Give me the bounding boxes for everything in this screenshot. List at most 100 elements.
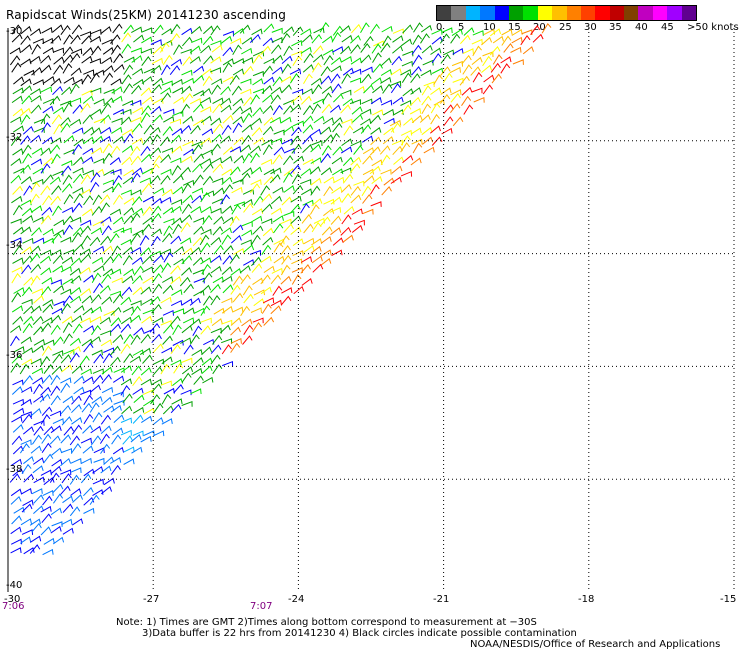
wind-barb bbox=[113, 375, 125, 383]
wind-barb bbox=[189, 334, 200, 345]
wind-barb bbox=[370, 201, 382, 207]
wind-barb bbox=[42, 228, 54, 236]
wind-barb bbox=[261, 158, 273, 165]
wind-barb bbox=[431, 36, 443, 45]
wind-barb bbox=[193, 153, 205, 163]
wind-barb bbox=[181, 27, 193, 36]
wind-barb bbox=[360, 54, 372, 64]
wind-barb bbox=[89, 35, 102, 43]
wind-barb bbox=[201, 68, 213, 77]
wind-barb bbox=[130, 232, 141, 243]
wind-barb bbox=[320, 216, 331, 227]
wind-barb bbox=[90, 227, 103, 235]
wind-barb bbox=[60, 288, 72, 295]
wind-barb bbox=[369, 23, 380, 34]
wind-barb bbox=[172, 186, 184, 195]
scale-label-40: 40 bbox=[635, 22, 648, 33]
wind-barb bbox=[62, 101, 73, 113]
wind-barb bbox=[171, 217, 183, 226]
wind-barb bbox=[303, 237, 315, 245]
wind-barb bbox=[82, 147, 94, 155]
wind-barb bbox=[281, 138, 293, 145]
wind-barb bbox=[130, 145, 141, 156]
wind-barb bbox=[120, 296, 132, 306]
wind-barb bbox=[422, 136, 434, 145]
wind-barb bbox=[400, 170, 413, 177]
wind-barb bbox=[410, 157, 422, 166]
wind-barb bbox=[10, 335, 20, 347]
wind-barb bbox=[121, 286, 133, 296]
wind-barb bbox=[21, 85, 33, 94]
wind-barb bbox=[332, 237, 344, 246]
wind-barb bbox=[73, 138, 85, 147]
wind-barb bbox=[150, 228, 162, 237]
wind-barb bbox=[183, 344, 194, 355]
wind-barb bbox=[19, 363, 30, 375]
scale-label-30: 30 bbox=[584, 22, 597, 33]
wind-barb bbox=[213, 307, 225, 315]
wind-barb bbox=[350, 77, 362, 84]
wind-barb bbox=[52, 24, 64, 33]
time-label-707: 7:07 bbox=[250, 601, 273, 612]
wind-barb bbox=[462, 64, 473, 75]
lon-label-24: -24 bbox=[288, 594, 305, 605]
wind-barb bbox=[230, 337, 242, 344]
wind-barb bbox=[33, 339, 45, 346]
wind-barb bbox=[21, 358, 33, 366]
wind-barb bbox=[81, 338, 93, 347]
wind-barb bbox=[221, 275, 233, 283]
wind-barb bbox=[140, 435, 152, 443]
wind-barb bbox=[229, 215, 240, 227]
wind-barb bbox=[243, 324, 254, 335]
wind-barb bbox=[341, 214, 352, 225]
wind-barb bbox=[161, 347, 173, 354]
wind-barb bbox=[222, 284, 234, 294]
wind-barb bbox=[90, 172, 101, 183]
wind-barb bbox=[11, 62, 22, 73]
wind-barb bbox=[33, 344, 45, 353]
wind-barb bbox=[311, 255, 323, 264]
wind-barb bbox=[301, 188, 313, 196]
wind-barb bbox=[130, 212, 141, 223]
wind-barb bbox=[111, 117, 123, 124]
wind-barb bbox=[391, 139, 403, 146]
wind-barb bbox=[313, 115, 325, 124]
wind-barb bbox=[43, 364, 54, 375]
wind-barb bbox=[311, 33, 323, 44]
wind-barb bbox=[381, 25, 393, 33]
color-swatch-3 bbox=[480, 6, 495, 20]
wind-barb bbox=[83, 468, 95, 477]
wind-barb bbox=[123, 207, 135, 216]
wind-barb bbox=[110, 356, 121, 367]
wind-barb bbox=[60, 434, 72, 444]
wind-barb bbox=[102, 186, 114, 193]
wind-barb bbox=[32, 315, 44, 325]
wind-barb bbox=[461, 54, 472, 65]
wind-barb bbox=[10, 157, 22, 166]
wind-barb bbox=[23, 473, 35, 483]
wind-barb bbox=[70, 286, 82, 295]
wind-barb bbox=[70, 488, 82, 496]
wind-barb bbox=[20, 336, 32, 344]
wind-barb bbox=[351, 224, 363, 233]
wind-barb bbox=[410, 127, 422, 135]
wind-barb bbox=[141, 36, 153, 44]
wind-barb bbox=[173, 363, 184, 374]
wind-barb bbox=[192, 256, 204, 266]
wind-barb bbox=[93, 447, 105, 454]
wind-barb bbox=[260, 274, 271, 285]
wind-barb bbox=[193, 289, 205, 297]
wind-barb bbox=[51, 307, 63, 315]
wind-barb bbox=[173, 44, 183, 55]
wind-barb bbox=[69, 337, 81, 346]
wind-barb bbox=[340, 104, 351, 114]
wind-barb bbox=[232, 97, 244, 107]
wind-barb bbox=[12, 185, 23, 195]
wind-barb bbox=[182, 115, 194, 124]
wind-barb bbox=[51, 185, 62, 195]
wind-barb bbox=[220, 135, 232, 144]
wind-barb bbox=[21, 264, 32, 275]
wind-barb bbox=[93, 353, 104, 364]
wind-barb bbox=[102, 268, 114, 277]
wind-barb bbox=[80, 389, 92, 396]
